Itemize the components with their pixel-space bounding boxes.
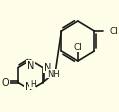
Text: N: N [27, 60, 34, 70]
Text: NH: NH [47, 69, 60, 78]
Text: Cl: Cl [73, 43, 82, 52]
Text: Cl: Cl [109, 27, 118, 36]
Text: O: O [2, 78, 10, 88]
Text: H: H [30, 80, 36, 89]
Text: N: N [44, 63, 51, 73]
Text: N: N [25, 82, 32, 92]
